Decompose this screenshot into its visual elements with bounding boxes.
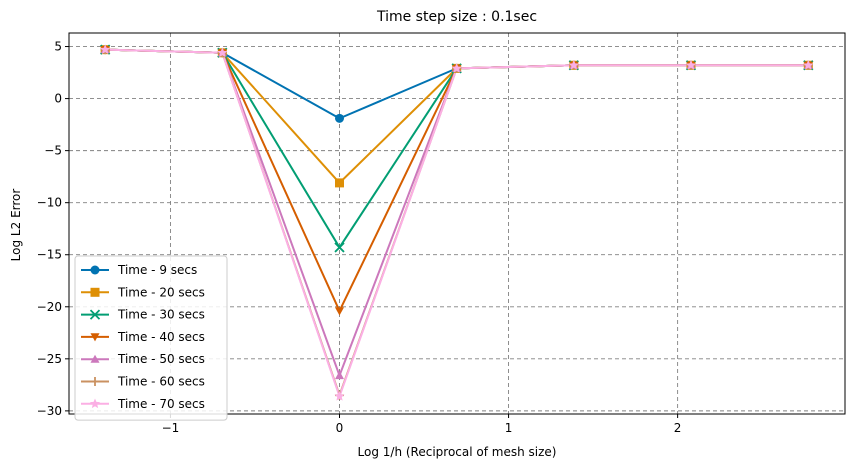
x-tick-label: 2 — [674, 421, 682, 435]
y-tick-label: −30 — [37, 404, 62, 418]
y-tick-label: −10 — [37, 196, 62, 210]
legend-swatch-marker — [90, 333, 100, 342]
legend-entry-label: Time - 20 secs — [117, 285, 205, 299]
legend-entry-label: Time - 9 secs — [117, 263, 197, 277]
x-tick-label: 0 — [336, 421, 344, 435]
plot-frame — [68, 32, 846, 415]
legend: Time - 9 secs Time - 20 secs Time - 30 sec… — [74, 255, 228, 421]
legend-entry-label: Time - 50 secs — [117, 352, 205, 366]
data-point — [803, 59, 814, 70]
chart-title: Time step size : 0.1sec — [376, 9, 537, 25]
x-tick-label: 1 — [505, 421, 513, 435]
legend-entry-label: Time - 30 secs — [117, 308, 205, 322]
legend-swatch-marker — [89, 398, 101, 409]
legend-swatch-marker — [90, 354, 100, 363]
series-markers — [100, 44, 814, 401]
data-point — [334, 391, 345, 401]
legend-swatch-marker — [90, 265, 100, 275]
y-tick-label: −25 — [37, 352, 62, 366]
legend-box — [74, 255, 228, 421]
y-tick-label: −20 — [37, 300, 62, 314]
data-point — [568, 59, 579, 70]
data-point — [217, 47, 228, 58]
data-point — [334, 242, 345, 253]
legend-entry-label: Time - 40 secs — [117, 330, 205, 344]
data-point — [685, 59, 697, 70]
legend-swatch-marker — [90, 287, 100, 297]
x-axis-ticks: −1 0 1 2 — [162, 414, 682, 435]
legend-entry-label: Time - 60 secs — [117, 375, 205, 389]
x-tick-label: −1 — [162, 421, 180, 435]
series-marker-group — [100, 44, 814, 401]
data-point — [335, 370, 345, 380]
y-axis-ticks: 5 0 −5 −10 −15 −20 −25 −30 — [37, 40, 69, 418]
legend-entry-label: Time - 70 secs — [117, 397, 205, 411]
data-point — [335, 307, 345, 316]
y-tick-label: −5 — [44, 144, 62, 158]
legend-swatch-marker — [90, 377, 100, 386]
legend-swatch-marker — [89, 309, 101, 320]
data-point — [335, 178, 345, 188]
grid — [69, 33, 845, 414]
y-tick-label: 5 — [54, 40, 62, 54]
data-point — [451, 63, 462, 73]
y-tick-label: 0 — [54, 92, 62, 106]
y-tick-label: −15 — [37, 248, 62, 262]
x-axis-label: Log 1/h (Reciprocal of mesh size) — [358, 445, 557, 459]
data-point — [335, 113, 345, 123]
y-axis-label: Log L2 Error — [9, 189, 23, 262]
data-point — [100, 44, 111, 54]
